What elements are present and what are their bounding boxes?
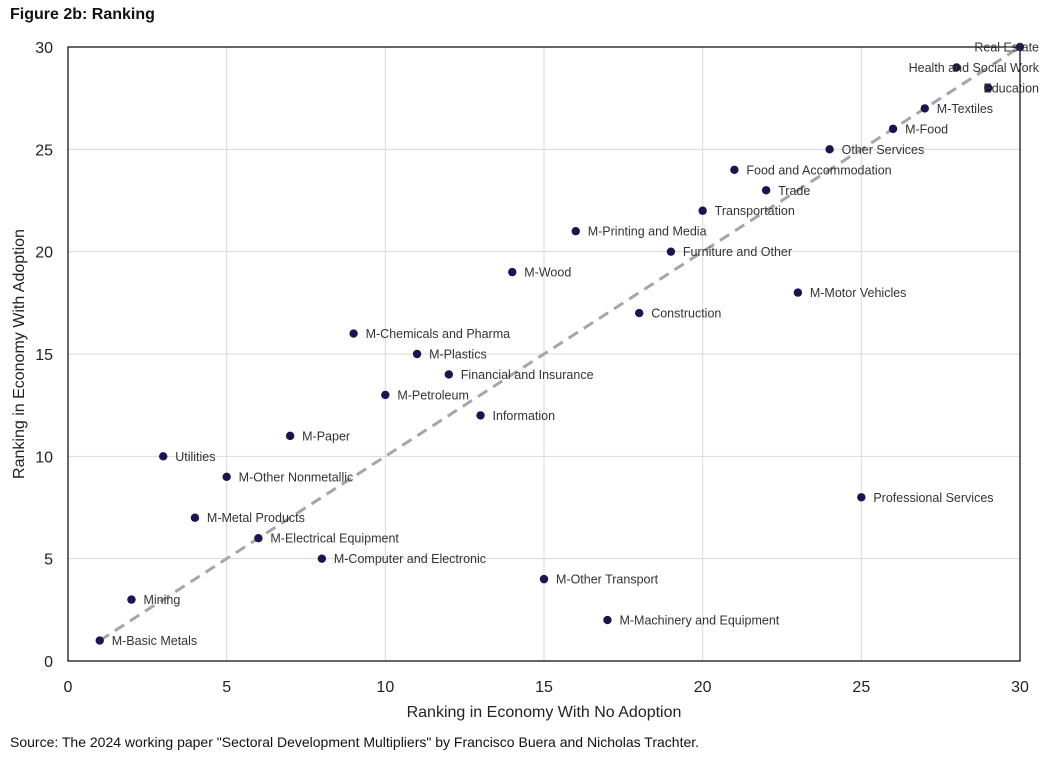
data-point	[730, 165, 739, 174]
point-label: Food and Accommodation	[746, 163, 891, 177]
point-label: Transportation	[715, 204, 795, 218]
plot-frame	[67, 46, 1021, 662]
point-label: M-Printing and Media	[588, 225, 707, 239]
trendline-layer	[98, 45, 1021, 642]
point-label: M-Motor Vehicles	[810, 286, 907, 300]
data-point	[984, 83, 993, 93]
y-tick-label: 25	[35, 142, 53, 159]
point-label: M-Computer and Electronic	[334, 552, 486, 566]
point-label: M-Plastics	[429, 348, 487, 362]
points-layer: Real Estate Health and Social Work Educati…	[95, 41, 1040, 648]
point-label: M-Other Nonmetallic	[239, 470, 354, 484]
data-point	[349, 329, 358, 338]
point-label: M-Petroleum	[397, 388, 469, 402]
data-point	[793, 288, 803, 297]
point-label: M-Electrical Equipment	[270, 532, 399, 546]
data-point	[508, 267, 517, 277]
source-note: Source: The 2024 working paper "Sectoral…	[10, 734, 700, 750]
point-label: Construction	[651, 307, 721, 321]
point-label: M-Wood	[524, 266, 571, 280]
data-point	[761, 186, 771, 195]
data-point	[539, 574, 549, 584]
ticks-layer: 0 5 10 15 20 25 30 0 5 10 15 20 25 30	[35, 40, 1029, 696]
data-point	[444, 370, 453, 379]
data-point	[635, 308, 644, 318]
data-point	[381, 390, 390, 400]
point-label: Financial and Insurance	[461, 368, 594, 382]
x-tick-label: 15	[535, 679, 553, 696]
y-tick-label: 20	[35, 245, 53, 262]
y-tick-label: 10	[35, 449, 53, 466]
x-tick-label: 5	[222, 679, 231, 696]
data-point	[1015, 42, 1025, 52]
x-tick-label: 0	[64, 679, 73, 696]
y-tick-label: 5	[44, 552, 53, 569]
point-label: M-Metal Products	[207, 511, 305, 525]
point-label: M-Textiles	[937, 102, 993, 116]
data-point	[571, 227, 580, 236]
point-label: Mining	[143, 593, 180, 607]
figure-title: Figure 2b: Ranking	[10, 6, 155, 23]
point-label: M-Food	[905, 122, 948, 136]
data-point	[888, 124, 898, 134]
data-point	[857, 493, 866, 502]
point-label: Trade	[778, 184, 810, 198]
point-label: Real Estate	[974, 41, 1039, 55]
point-label: M-Paper	[302, 429, 350, 443]
point-label: Education	[983, 81, 1039, 95]
data-point	[159, 452, 168, 461]
point-label: Utilities	[175, 450, 215, 464]
x-tick-label: 20	[694, 679, 712, 696]
point-label: M-Machinery and Equipment	[619, 614, 779, 628]
point-label: Furniture and Other	[683, 245, 792, 259]
data-point	[476, 411, 485, 420]
data-point	[317, 554, 327, 563]
x-tick-label: 25	[852, 679, 870, 696]
data-point	[127, 595, 136, 604]
point-label: Professional Services	[873, 491, 993, 505]
data-point	[825, 145, 834, 154]
data-point	[254, 534, 263, 543]
data-point	[952, 63, 961, 72]
x-tick-label: 10	[376, 679, 394, 696]
point-label: M-Basic Metals	[112, 634, 197, 648]
point-label: Information	[493, 409, 556, 423]
point-label: Other Services	[842, 143, 925, 157]
data-point	[222, 472, 231, 481]
y-axis-label: Ranking in Economy With Adoption	[11, 229, 28, 479]
data-point	[190, 513, 200, 522]
point-label: M-Chemicals and Pharma	[366, 327, 511, 341]
data-point	[920, 104, 929, 113]
trendline	[98, 45, 1021, 642]
point-label: Health and Social Work	[909, 61, 1040, 75]
data-point	[412, 349, 422, 359]
data-point	[698, 206, 707, 215]
x-axis-label: Ranking in Economy With No Adoption	[407, 704, 682, 721]
point-label: M-Other Transport	[556, 573, 659, 587]
data-point	[666, 247, 676, 256]
y-tick-label: 15	[35, 347, 53, 364]
data-point	[285, 431, 295, 441]
data-point	[95, 636, 104, 645]
data-point	[603, 615, 612, 625]
y-tick-label: 30	[35, 40, 53, 57]
x-tick-label: 30	[1011, 679, 1029, 696]
y-tick-label: 0	[44, 654, 53, 671]
